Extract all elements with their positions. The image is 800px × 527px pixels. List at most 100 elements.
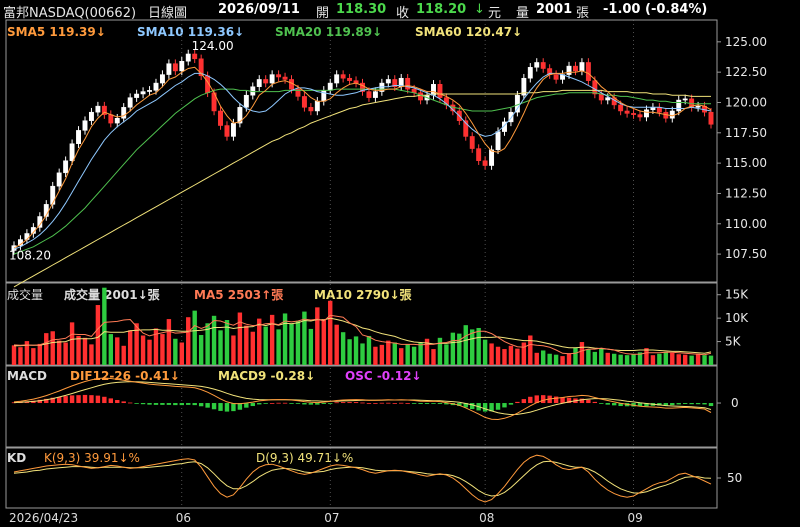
macd-osc-bar [682,403,688,404]
volume-bar [534,352,539,365]
volume-bar [489,343,494,365]
macd-osc-bar [405,403,410,404]
macd-osc-bar [392,403,397,404]
macd-dif-line [13,377,712,421]
macd-osc-bar [134,403,139,404]
volume-bar [437,337,443,365]
macd-osc-group [11,394,714,412]
volume-bar [566,353,572,365]
volume-bar [366,335,372,365]
macd-osc-bar [399,402,404,404]
macd-osc-bar [76,395,81,404]
volume-bar [695,353,701,365]
candle-body [50,185,56,205]
macd-osc-bar [360,402,365,404]
volume-bar [134,323,139,365]
macd-osc-bar [689,403,694,405]
candle-body [282,76,288,80]
fund-name: 富邦NASDAQ(00662) [3,6,137,21]
macd-osc-bar [528,396,533,404]
volume-bar [631,354,636,365]
volume-bar [89,344,94,365]
pane-frame-macd [5,365,718,448]
candle-body [243,94,249,108]
candle-body [108,114,114,124]
price-tick-label: 115.00 [725,156,767,170]
period-label[interactable]: 日線圖 [148,6,188,21]
volume-bar [521,342,527,365]
volume-bar [211,315,217,365]
candle-body [198,58,204,77]
macd-osc-bar [95,395,101,404]
candle-body [76,130,81,144]
close-value: 118.20 [416,2,467,17]
legend-sma5: SMA5 119.39↓ [7,25,106,39]
volume-bar [689,355,694,365]
macd-osc-bar [644,403,649,407]
macd-osc-bar [637,403,643,407]
macd-osc-bar [424,403,430,404]
macd-osc-bar [592,401,598,404]
candle-body [514,94,520,113]
volume-bar [405,344,410,365]
volume-bar [702,355,707,365]
macd-osc-bar [418,403,423,404]
volume-bar [644,348,649,365]
candle-body [56,172,62,187]
candle-body [295,88,301,97]
macd-osc-bar [328,403,333,404]
volume-tick-label: 10K [725,311,749,325]
volume-bar [18,347,23,365]
candle-body [172,63,178,72]
candle-body [334,74,340,84]
volume-bar [573,347,578,365]
volume-bar [482,339,488,365]
candle-body [192,53,198,60]
volume-bar [560,356,565,365]
volume-bar [708,355,714,365]
macd-osc-bar [663,403,669,406]
price-tick-label: 110.00 [725,217,767,231]
candle-body [134,93,140,98]
candles-group [11,49,714,255]
macd-osc-bar [166,403,172,405]
volume-bar [418,342,423,365]
volume-bar [334,324,339,365]
macd-osc-bar [263,403,268,404]
macd-osc-bar [231,403,236,412]
volume-bar [244,325,249,365]
volume-bar [528,335,533,365]
volume-bar [282,313,288,365]
candle-body [476,148,482,161]
volume-bar [605,352,610,365]
sma60-line [13,89,711,288]
price-tick-label: 125.00 [725,35,767,49]
volume-bar [682,354,688,365]
macd-osc-bar [444,403,449,405]
macd-osc-bar [250,403,255,407]
volume-bar [553,354,559,365]
macd-osc-bar [386,402,391,404]
macd-osc-bar [702,403,707,405]
volume-bar [618,354,623,365]
volume-bar [411,346,417,365]
candle-body [637,114,643,118]
macd-osc-bar [657,403,662,406]
macd-osc-bar [534,395,539,404]
macd-osc-bar [334,402,339,404]
candle-body [127,97,133,108]
kd-k-line [13,454,712,503]
macd-osc-bar [599,403,604,404]
candle-body [418,92,424,101]
macd-osc-bar [276,402,281,404]
candle-body [301,96,307,108]
legend-kd-k: K(9,3) 39.91↓% [44,451,140,465]
volume-bar [353,336,359,365]
macd-osc-bar [140,403,146,405]
macd-osc-bar [315,403,320,405]
volume-bar [115,337,120,365]
price-tick-label: 112.50 [725,186,767,200]
volume-bar [392,342,397,365]
macd-osc-bar [631,403,636,407]
macd-osc-bar [482,403,488,412]
